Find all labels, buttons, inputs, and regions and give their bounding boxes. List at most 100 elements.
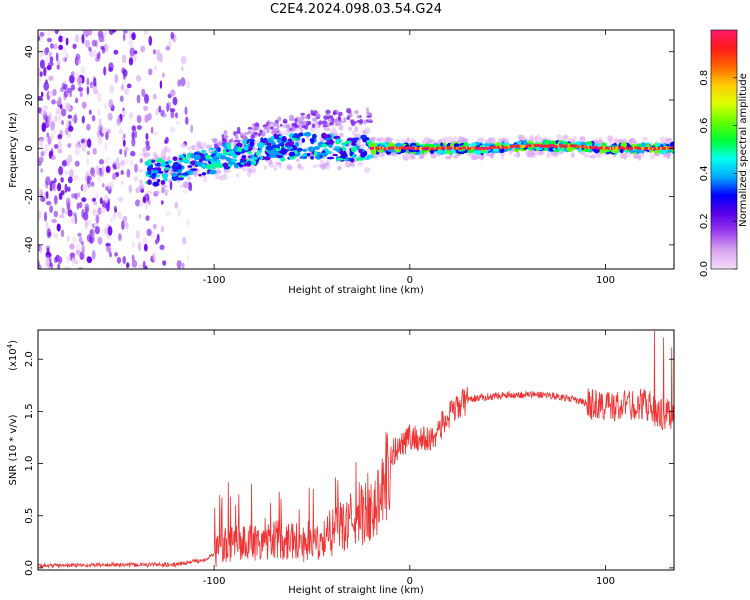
spectrogram-halo [296, 158, 300, 162]
spectrogram-signal-blob [218, 163, 224, 168]
spectrogram-peak-line [594, 145, 597, 149]
spectrogram-signal-blob [484, 143, 492, 146]
spectrogram-signal-blob [231, 158, 238, 163]
spectrogram-noise-blob [116, 117, 121, 126]
spectrogram-halo [138, 184, 145, 190]
spectrogram-noise-blob [64, 183, 68, 193]
spectrogram-streak [354, 110, 359, 114]
spectrogram-noise-blob [134, 130, 138, 139]
spectrogram-halo [386, 136, 391, 142]
spectrogram-signal-blob [247, 138, 255, 142]
spectrogram-signal-blob [206, 163, 211, 170]
spectrogram-noise-blob [120, 84, 125, 91]
spectrogram-halo [526, 150, 534, 158]
spectrogram-signal-blob [344, 143, 349, 147]
spectrogram-peak-line [523, 144, 526, 148]
spectrogram-noise-blob [104, 30, 108, 36]
spectrogram-halo [286, 165, 293, 171]
spectrogram-halo [638, 154, 642, 161]
spectrogram-signal-blob [306, 153, 311, 157]
spectrogram-signal-blob [369, 142, 377, 148]
spectrogram-noise-blob [152, 252, 156, 261]
spectrogram-noise-blob [92, 201, 98, 206]
spectrogram-noise-blob [99, 197, 103, 205]
spectrogram-streak [216, 141, 222, 147]
spectrogram-noise-blob [108, 99, 114, 109]
spectrogram-noise-blob [93, 77, 97, 87]
spectrogram-noise-blob [67, 154, 73, 164]
spectrogram-streak [243, 136, 248, 139]
spectrogram-noise-blob [174, 201, 179, 209]
spectrogram-signal-blob [310, 156, 314, 160]
spectrogram-noise-blob [91, 39, 97, 47]
spectrogram-noise-blob [89, 229, 94, 236]
spectrogram-signal-blob [157, 179, 161, 183]
spectrogram-noise-blob [86, 123, 91, 131]
spectrogram-peak-line [543, 144, 546, 148]
spectrogram-peak-line [632, 146, 635, 150]
spectrogram-peak-line [531, 145, 534, 148]
spectrogram-signal-blob [242, 139, 248, 145]
spectrogram-peak-line [386, 147, 389, 151]
spectrogram-peak-line [590, 146, 593, 149]
spectrogram-noise-blob [152, 49, 157, 55]
spectrogram-peak-line [497, 145, 500, 149]
spectrogram-peak-line [483, 147, 486, 150]
spectrogram-signal-blob [301, 138, 305, 143]
spectrogram-noise-blob [128, 39, 134, 48]
spectrogram-signal-blob [420, 149, 425, 155]
spectrogram-noise-blob [109, 84, 114, 94]
spectrogram-noise-blob [136, 94, 141, 104]
spectrogram-noise-blob [93, 49, 98, 60]
spectrogram-signal-blob [171, 172, 178, 177]
spectrogram-peak-line [648, 146, 650, 150]
spectrogram-noise-blob [101, 127, 107, 134]
spectrogram-signal-blob [187, 165, 193, 168]
spectrogram-noise-blob [124, 88, 130, 95]
spectrogram-y-axis-label: Frequency (Hz) [8, 112, 19, 188]
spectrogram-noise-blob [119, 148, 123, 155]
spectrogram-noise-blob [69, 168, 74, 178]
spectrogram-peak-line [672, 147, 674, 151]
spectrogram-peak-line [553, 145, 556, 148]
spectrogram-halo [247, 170, 252, 178]
spectrogram-noise-blob [39, 31, 45, 37]
spectrogram-peak-line [474, 146, 476, 150]
spectrogram-noise-blob [109, 251, 112, 258]
spectrogram-noise-blob [177, 79, 181, 87]
spectrogram-noise-blob [98, 172, 101, 183]
spectrogram-noise-blob [43, 66, 47, 77]
spectrogram-peak-line [526, 144, 528, 148]
spectrogram-noise-blob [147, 199, 151, 206]
spectrogram-noise-blob [137, 242, 142, 252]
spectrogram-noise-blob [106, 202, 110, 212]
spectrogram-halo [196, 146, 201, 151]
spectrogram-signal-blob [243, 145, 249, 151]
spectrogram-noise-blob [143, 105, 149, 111]
spectrogram-signal-blob [352, 153, 356, 159]
spectrogram-halo [378, 151, 385, 158]
spectrogram-noise-blob [113, 165, 117, 170]
spectrogram-peak-line [458, 146, 461, 150]
snr-scale-close: ) [8, 340, 19, 344]
spectrogram-halo [556, 134, 562, 140]
spectrogram-noise-blob [86, 86, 90, 95]
spectrogram-peak-line [391, 146, 394, 150]
spectrogram-noise-blob [122, 69, 128, 77]
spectrogram-signal-blob [281, 136, 287, 143]
spectrogram-noise-blob [119, 95, 124, 102]
spectrogram-peak-line [589, 145, 591, 149]
spectrogram-signal-blob [309, 138, 315, 143]
spectrogram-streak [235, 130, 241, 134]
spectrogram-peak-line [487, 147, 490, 150]
spectrogram-noise-blob [51, 155, 56, 161]
spectrogram-peak-line [528, 144, 531, 148]
spectrogram-noise-blob [77, 87, 84, 92]
spectrogram-peak-line [619, 146, 621, 150]
spectrogram-streak [285, 124, 291, 129]
spectrogram-peak-line [602, 146, 605, 149]
spectrogram-signal-blob [181, 157, 188, 161]
spectrogram-noise-blob [120, 170, 124, 175]
spectrogram-peak-line [502, 145, 505, 149]
spectrogram-noise-blob [74, 193, 78, 200]
